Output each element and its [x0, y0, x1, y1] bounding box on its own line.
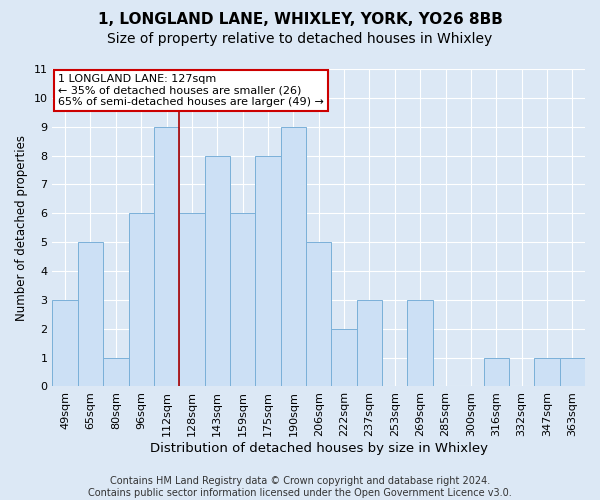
Bar: [331, 328, 357, 386]
Bar: [256, 156, 281, 386]
Bar: [560, 358, 585, 386]
Bar: [78, 242, 103, 386]
Bar: [357, 300, 382, 386]
Bar: [179, 214, 205, 386]
Text: Size of property relative to detached houses in Whixley: Size of property relative to detached ho…: [107, 32, 493, 46]
Bar: [407, 300, 433, 386]
Bar: [103, 358, 128, 386]
Bar: [230, 214, 256, 386]
X-axis label: Distribution of detached houses by size in Whixley: Distribution of detached houses by size …: [150, 442, 488, 455]
Bar: [128, 214, 154, 386]
Text: 1, LONGLAND LANE, WHIXLEY, YORK, YO26 8BB: 1, LONGLAND LANE, WHIXLEY, YORK, YO26 8B…: [98, 12, 502, 28]
Bar: [281, 126, 306, 386]
Text: 1 LONGLAND LANE: 127sqm
← 35% of detached houses are smaller (26)
65% of semi-de: 1 LONGLAND LANE: 127sqm ← 35% of detache…: [58, 74, 323, 107]
Bar: [306, 242, 331, 386]
Bar: [154, 126, 179, 386]
Bar: [205, 156, 230, 386]
Bar: [52, 300, 78, 386]
Y-axis label: Number of detached properties: Number of detached properties: [15, 134, 28, 320]
Text: Contains HM Land Registry data © Crown copyright and database right 2024.
Contai: Contains HM Land Registry data © Crown c…: [88, 476, 512, 498]
Bar: [484, 358, 509, 386]
Bar: [534, 358, 560, 386]
